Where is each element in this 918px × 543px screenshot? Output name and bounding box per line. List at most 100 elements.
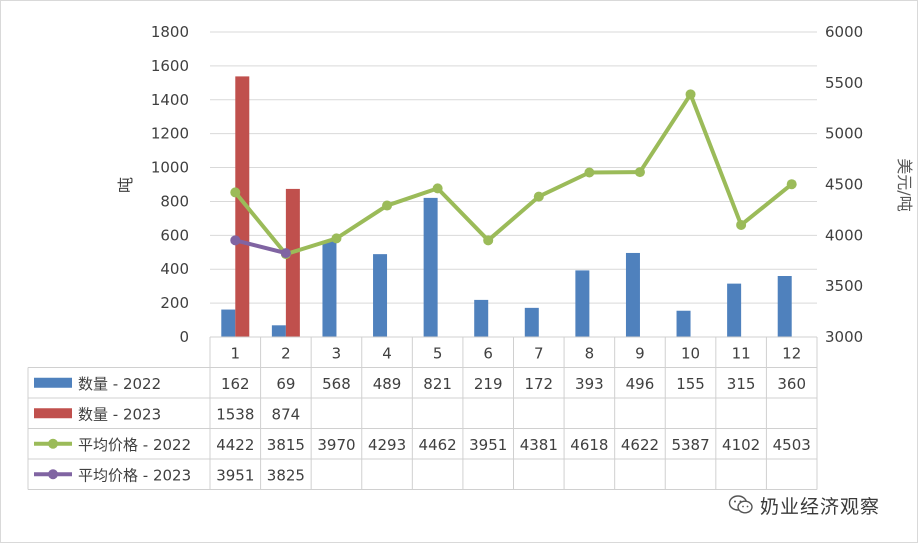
right-axis-title: 美元/吨: [895, 158, 914, 211]
right-tick-label: 4000: [825, 226, 863, 244]
legend-swatch: [48, 469, 58, 480]
bar: [575, 270, 590, 337]
table-cell: 4293: [368, 436, 406, 454]
bar: [271, 325, 286, 337]
left-tick-label: 200: [160, 294, 189, 312]
table-cell: 69: [276, 375, 295, 393]
left-tick-label: 1600: [151, 57, 189, 75]
table-cell: 3951: [469, 436, 507, 454]
table-cell: 3970: [317, 436, 355, 454]
left-tick-label: 1800: [151, 23, 189, 41]
category-label: 6: [483, 344, 493, 362]
category-label: 11: [732, 344, 751, 362]
bar: [285, 188, 300, 337]
legend-swatch: [34, 408, 72, 419]
table-cell: 315: [727, 375, 756, 393]
watermark-text: 奶业经济观察: [760, 495, 881, 518]
category-label: 9: [635, 344, 645, 362]
data-point: [280, 248, 291, 259]
category-label: 2: [281, 344, 291, 362]
table-cell: 821: [423, 375, 452, 393]
left-tick-label: 0: [179, 328, 189, 346]
gridlines: [210, 31, 817, 304]
right-tick-label: 4500: [825, 176, 863, 194]
table-cell: 4381: [520, 436, 558, 454]
data-point: [432, 183, 443, 194]
category-label: 7: [534, 344, 544, 362]
data-point: [382, 200, 393, 211]
table-cell: 4503: [773, 436, 811, 454]
legend-entry: 平均价格 - 2022: [78, 436, 191, 454]
legend-entry: 平均价格 - 2023: [78, 466, 191, 484]
table-cell: 162: [221, 375, 250, 393]
bar: [676, 310, 691, 337]
bar: [235, 76, 250, 338]
table-cell: 172: [524, 375, 553, 393]
table-cell: 4422: [216, 436, 254, 454]
right-tick-label: 5000: [825, 125, 863, 143]
bars: [221, 76, 792, 338]
legend-swatch: [34, 377, 72, 388]
table-cell: 155: [676, 375, 705, 393]
table-cell: 219: [474, 375, 503, 393]
left-tick-label: 1400: [151, 91, 189, 109]
lines: [230, 89, 797, 260]
left-tick-label: 800: [160, 192, 189, 210]
data-point: [786, 179, 797, 190]
right-tick-label: 6000: [825, 23, 863, 41]
category-label: 1: [231, 344, 241, 362]
data-point: [685, 89, 696, 100]
data-point: [736, 219, 747, 230]
data-point: [483, 235, 494, 246]
table-cell: 4102: [722, 436, 760, 454]
bar: [322, 240, 337, 337]
table-cell: 4462: [419, 436, 457, 454]
data-point: [584, 167, 595, 178]
bar: [524, 307, 539, 337]
right-tick-label: 3500: [825, 277, 863, 295]
left-tick-label: 1200: [151, 125, 189, 143]
category-label: 12: [782, 344, 801, 362]
data-point: [331, 233, 342, 244]
table-cell: 4622: [621, 436, 659, 454]
table-cell: 393: [575, 375, 604, 393]
table-cell: 3951: [216, 466, 254, 484]
bar: [727, 283, 742, 337]
bar: [625, 252, 640, 337]
table-cell: 568: [322, 375, 351, 393]
data-point: [230, 187, 241, 198]
category-label: 10: [681, 344, 700, 362]
left-axis-ticks: 0 200 400 600 800 1000 1200 1400 1600 1800: [151, 23, 189, 346]
category-label: 5: [433, 344, 443, 362]
bar: [474, 299, 489, 337]
left-tick-label: 1000: [151, 159, 189, 177]
left-tick-label: 400: [160, 260, 189, 278]
table-cell: 1538: [216, 405, 254, 423]
table-cell: 4618: [570, 436, 608, 454]
table-cell: 489: [373, 375, 402, 393]
right-tick-label: 3000: [825, 328, 863, 346]
right-axis-ticks: 3000 3500 4000 4500 5000 5500 6000: [825, 23, 863, 346]
category-label: 3: [332, 344, 342, 362]
data-point: [634, 167, 645, 178]
data-point: [533, 191, 544, 202]
table-cell: 3815: [267, 436, 305, 454]
table-cell: 874: [272, 405, 301, 423]
wechat-icon: [728, 495, 753, 514]
table-cell: 3825: [267, 466, 305, 484]
legend-entry: 数量 - 2022: [78, 375, 161, 393]
right-tick-label: 5500: [825, 74, 863, 92]
category-label: 4: [382, 344, 392, 362]
data-point: [230, 235, 241, 246]
table-cell: 5387: [671, 436, 709, 454]
table-cell: 496: [626, 375, 655, 393]
bar: [423, 197, 438, 337]
bar: [777, 276, 792, 337]
left-axis-title: 吨: [116, 177, 135, 193]
legend-swatch: [48, 438, 58, 449]
series-line: [233, 92, 794, 257]
series-line: [233, 238, 288, 256]
